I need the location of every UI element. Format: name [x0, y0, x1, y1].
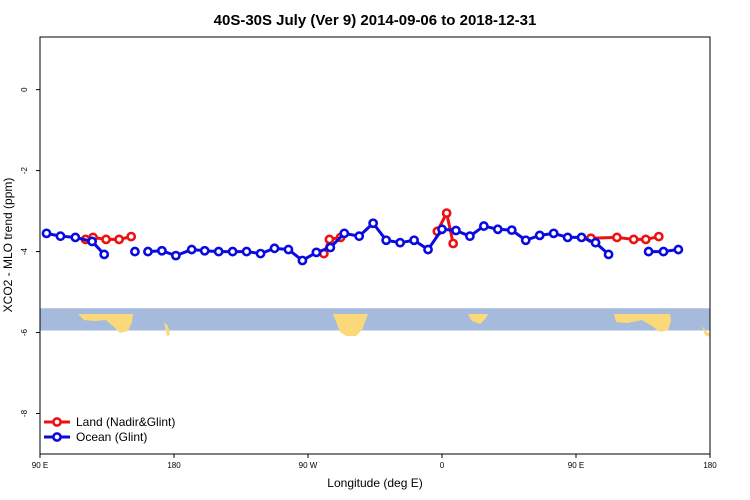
series-1-point — [186, 244, 197, 255]
series-0-point — [612, 232, 622, 243]
series-1-point — [520, 235, 531, 246]
x-axis: 90 E 180 90 W 0 90 E 180 — [32, 454, 717, 470]
series-1-point — [325, 242, 336, 253]
series-1-point — [339, 228, 350, 239]
series-1-point — [603, 249, 614, 260]
map-band — [40, 308, 710, 337]
series-1-point — [241, 246, 252, 257]
series-1-point — [55, 231, 66, 242]
legend-swatch-marker — [52, 417, 62, 427]
legend-item: Land (Nadir&Glint) — [44, 415, 175, 429]
series-1-point — [297, 255, 308, 266]
series-1-line-2 — [147, 221, 610, 262]
y-tick-label: -4 — [20, 247, 29, 255]
series-1-point — [199, 245, 210, 256]
series-1-point — [269, 243, 280, 254]
series-0-point — [101, 234, 111, 245]
series-1-point — [409, 235, 419, 246]
x-tick-label: 90 E — [32, 461, 48, 470]
x-tick-label: 180 — [703, 461, 717, 470]
series-1-point — [478, 221, 489, 231]
y-tick-label: 0 — [20, 87, 29, 92]
series-1-point — [87, 236, 98, 247]
y-tick-label: -2 — [20, 167, 29, 175]
series-1-point — [170, 250, 181, 261]
series-1-point — [354, 231, 365, 242]
series-1-point — [658, 246, 669, 257]
x-tick-label: 180 — [167, 461, 181, 470]
x-tick-label: 0 — [440, 461, 445, 470]
series-layer — [41, 208, 684, 266]
legend-label: Ocean (Glint) — [76, 430, 147, 444]
series-1-point — [576, 232, 587, 243]
x-axis-label: Longitude (deg E) — [327, 476, 422, 490]
series-1-point — [562, 232, 573, 243]
series-1-point — [395, 237, 406, 248]
series-1-point — [590, 237, 601, 248]
legend: Land (Nadir&Glint)Ocean (Glint) — [44, 415, 175, 444]
y-axis-label: XCO2 - MLO trend (ppm) — [1, 178, 15, 313]
series-1-point — [70, 232, 81, 243]
series-1-point — [423, 244, 433, 255]
series-1-point — [492, 224, 503, 235]
series-1-point — [227, 246, 238, 257]
y-tick-label: -8 — [20, 409, 29, 417]
series-1-point — [368, 218, 379, 229]
series-1-point — [41, 228, 52, 239]
series-1-point — [673, 244, 684, 255]
south-america-shape — [333, 314, 368, 336]
series-1-point — [283, 244, 294, 255]
series-0-point — [628, 234, 639, 245]
series-0-point — [324, 234, 335, 245]
series-1-point — [255, 248, 266, 259]
series-1-point — [506, 225, 517, 236]
series-1-point — [451, 225, 461, 236]
x-tick-label: 90 W — [299, 461, 318, 470]
tasmania-shape — [164, 322, 170, 336]
series-0-point — [126, 231, 137, 242]
x-tick-label: 90 E — [568, 461, 584, 470]
y-tick-label: -6 — [20, 328, 29, 336]
ocean-band — [40, 308, 710, 331]
chart-title: 40S-30S July (Ver 9) 2014-09-06 to 2018-… — [214, 12, 537, 29]
series-1-point — [99, 249, 110, 260]
series-1-point — [213, 246, 224, 257]
series-1-point — [130, 246, 140, 257]
africa-shape — [468, 314, 488, 324]
series-1-point — [157, 245, 167, 256]
australia-east-shape — [614, 314, 671, 332]
australia-west-shape — [78, 314, 133, 333]
legend-label: Land (Nadir&Glint) — [76, 415, 175, 429]
new-zealand-shape — [702, 326, 710, 337]
series-1-point — [643, 246, 654, 257]
y-axis: 0 -2 -4 -6 -8 — [20, 87, 40, 417]
series-1-point — [548, 228, 559, 239]
series-0-point — [640, 234, 651, 245]
series-1 — [41, 218, 684, 266]
legend-swatch-marker — [52, 432, 62, 442]
series-1-point — [143, 246, 153, 257]
series-0-point — [114, 234, 124, 245]
series-1-point — [311, 247, 322, 258]
series-1-point — [381, 235, 392, 246]
series-0-point — [653, 231, 664, 242]
plot-frame — [39, 36, 711, 455]
series-1-point — [465, 231, 475, 242]
series-1-point — [437, 224, 447, 235]
series-0-point — [448, 238, 459, 249]
series-1-point — [534, 230, 545, 241]
series-0 — [80, 208, 664, 259]
legend-item: Ocean (Glint) — [44, 430, 147, 444]
series-0-point — [441, 208, 452, 219]
